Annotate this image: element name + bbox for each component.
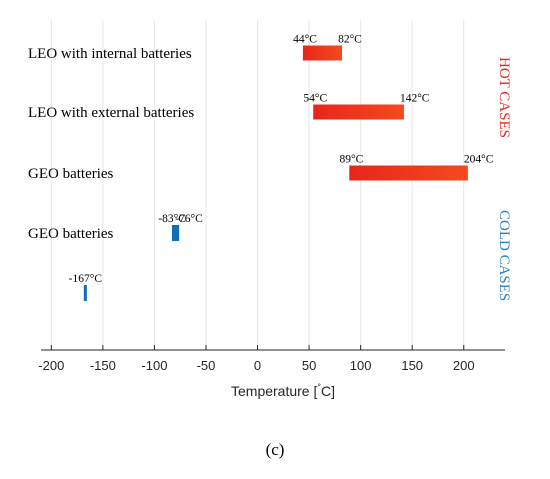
x-axis-title: Temperature [°C]: [231, 382, 335, 399]
x-tick-label: 100: [350, 358, 372, 373]
x-tick-label: 50: [302, 358, 316, 373]
hot-bar: [302, 45, 343, 61]
bars: [83, 45, 468, 301]
x-tick-label: -100: [141, 358, 167, 373]
labels: LEO with internal batteries 44°C 82°C LEO w…: [28, 34, 494, 286]
x-tick-label: -50: [197, 358, 216, 373]
hot-cases-label: HOT CASES: [496, 57, 512, 138]
hot-bar: [349, 165, 468, 181]
min-value-label: -83°C: [158, 213, 186, 225]
x-tick-label: -150: [90, 358, 116, 373]
hot-bar: [313, 104, 404, 120]
min-value-label: -167°C: [69, 273, 103, 285]
x-tick-label: 200: [453, 358, 475, 373]
x-tick-label: 0: [254, 358, 261, 373]
cold-bar: [171, 225, 180, 241]
category-label: LEO with external batteries: [28, 105, 194, 121]
max-value-label: 142°C: [400, 93, 430, 105]
x-axis: -200 -150 -100 -50 0 50 100 150 200 Temperature […: [38, 345, 505, 399]
min-value-label: 44°C: [293, 34, 317, 46]
gridlines: [50, 20, 465, 350]
category-label: GEO batteries: [28, 226, 114, 242]
max-value-label: 204°C: [464, 154, 494, 166]
cold-cases-label: COLD CASES: [496, 210, 512, 301]
min-value-label: 89°C: [340, 154, 364, 166]
cold-bar: [83, 285, 87, 301]
min-value-label: 54°C: [303, 93, 327, 105]
x-tick-label: -200: [38, 358, 64, 373]
figure-label: (c): [265, 440, 285, 459]
chart: -200 -150 -100 -50 0 50 100 150 200 Temperature […: [28, 20, 512, 399]
category-label: GEO batteries: [28, 166, 114, 182]
x-tick-label: 150: [401, 358, 423, 373]
category-label: LEO with internal batteries: [28, 46, 192, 62]
max-value-label: -76°C: [175, 213, 203, 225]
max-value-label: 82°C: [338, 34, 362, 46]
